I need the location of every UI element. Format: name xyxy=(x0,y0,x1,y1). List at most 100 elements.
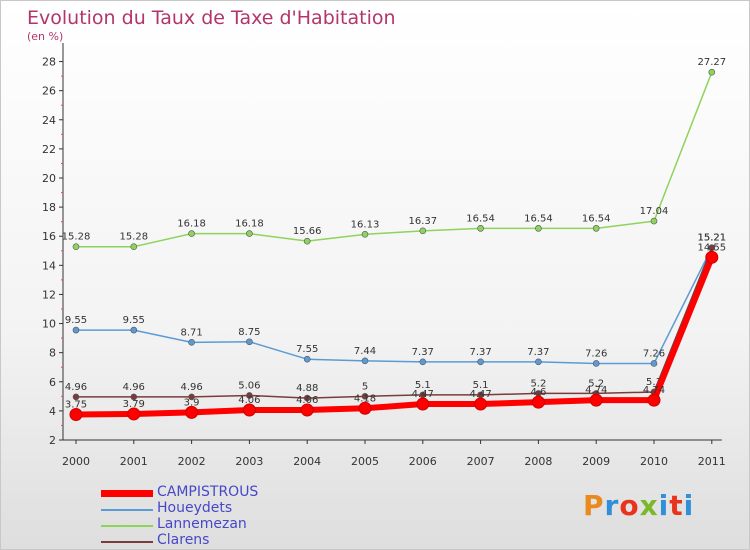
data-label-campistrous: 4.18 xyxy=(354,393,376,404)
y-tick-label: 2 xyxy=(49,434,56,447)
data-label-houeydets: 7.26 xyxy=(643,348,665,359)
data-label-campistrous: 3.75 xyxy=(65,400,87,411)
x-tick-label: 2007 xyxy=(467,455,495,468)
data-point-lannemezan xyxy=(246,230,253,237)
data-label-campistrous: 4.06 xyxy=(296,395,318,406)
series-line-clarens xyxy=(76,247,713,399)
data-point-campistrous xyxy=(705,250,719,264)
data-label-clarens: 5.1 xyxy=(473,380,489,391)
y-tick-label: 14 xyxy=(42,259,56,272)
data-label-clarens: 4.96 xyxy=(123,382,145,393)
data-label-lannemezan: 16.13 xyxy=(351,219,380,230)
series-line-lannemezan xyxy=(76,71,713,248)
chart-title: Evolution du Taux de Taxe d'Habitation xyxy=(27,7,396,29)
logo-letter: t xyxy=(669,489,684,522)
legend-swatch xyxy=(101,490,153,497)
data-label-clarens: 4.88 xyxy=(296,383,318,394)
data-label-campistrous: 14.55 xyxy=(697,242,726,253)
data-label-lannemezan: 15.66 xyxy=(293,226,322,237)
logo-letter: i xyxy=(683,489,695,522)
data-label-lannemezan: 16.54 xyxy=(524,213,553,224)
data-label-clarens: 4.96 xyxy=(180,382,202,393)
data-label-lannemezan: 16.18 xyxy=(235,219,264,230)
x-tick-label: 2005 xyxy=(351,455,379,468)
logo-letter: x xyxy=(639,489,659,522)
series-line-campistrous xyxy=(75,256,715,418)
data-label-campistrous: 4.6 xyxy=(530,387,546,398)
data-point-clarens xyxy=(246,392,253,399)
data-point-houeydets xyxy=(592,360,600,367)
data-label-houeydets: 7.26 xyxy=(585,348,607,359)
data-label-lannemezan: 15.28 xyxy=(119,232,148,243)
y-tick-label: 24 xyxy=(42,114,56,127)
data-point-campistrous xyxy=(416,397,430,411)
x-tick-label: 2004 xyxy=(293,455,321,468)
x-tick-label: 2011 xyxy=(698,455,726,468)
data-label-houeydets: 7.44 xyxy=(354,346,376,357)
data-point-campistrous xyxy=(474,397,488,411)
data-point-lannemezan xyxy=(592,225,600,232)
data-point-clarens xyxy=(72,393,80,401)
data-label-campistrous: 3.9 xyxy=(184,397,200,408)
chart-unit-label: (en %) xyxy=(27,30,64,43)
legend-swatch xyxy=(101,509,153,511)
y-tick-label: 12 xyxy=(42,288,56,301)
data-label-lannemezan: 27.27 xyxy=(697,57,726,68)
proxiti-logo: Proxiti xyxy=(583,489,694,522)
y-tick-label: 4 xyxy=(49,405,56,418)
data-label-houeydets: 7.37 xyxy=(469,347,491,358)
data-point-lannemezan xyxy=(303,237,311,245)
x-tick-label: 2003 xyxy=(235,455,263,468)
data-label-lannemezan: 16.54 xyxy=(582,213,611,224)
data-label-lannemezan: 15.28 xyxy=(62,232,91,243)
data-point-houeydets xyxy=(361,357,369,365)
data-point-campistrous xyxy=(647,393,661,407)
data-label-campistrous: 3.79 xyxy=(123,399,145,410)
legend-swatch xyxy=(101,541,153,543)
logo-letter: P xyxy=(583,489,605,522)
data-point-campistrous xyxy=(300,403,314,417)
x-tick-label: 2009 xyxy=(582,455,610,468)
data-label-houeydets: 7.55 xyxy=(296,344,318,355)
data-point-houeydets xyxy=(303,355,311,363)
logo-letter: r xyxy=(604,489,620,522)
data-point-houeydets xyxy=(188,339,195,346)
data-label-clarens: 15.21 xyxy=(697,233,726,244)
data-label-houeydets: 8.75 xyxy=(238,327,260,338)
data-point-campistrous xyxy=(69,408,83,422)
data-label-clarens: 5 xyxy=(362,381,368,392)
data-label-houeydets: 7.37 xyxy=(527,347,549,358)
data-point-lannemezan xyxy=(419,227,427,235)
data-point-houeydets xyxy=(650,360,658,367)
x-tick-label: 2006 xyxy=(409,455,437,468)
data-point-clarens xyxy=(130,393,138,401)
data-point-clarens xyxy=(303,394,311,402)
data-label-clarens: 5.2 xyxy=(530,378,546,389)
data-label-campistrous: 4.47 xyxy=(412,389,434,400)
data-point-lannemezan xyxy=(361,231,369,238)
data-label-lannemezan: 16.18 xyxy=(177,219,206,230)
y-tick-label: 28 xyxy=(42,56,56,69)
legend-swatch xyxy=(101,525,153,527)
x-tick-label: 2000 xyxy=(62,455,90,468)
data-point-lannemezan xyxy=(477,225,484,232)
y-tick-label: 18 xyxy=(42,201,56,214)
data-label-campistrous: 4.74 xyxy=(585,385,607,396)
data-label-lannemezan: 16.37 xyxy=(408,216,437,227)
data-label-lannemezan: 17.04 xyxy=(640,206,669,217)
y-tick-label: 20 xyxy=(42,172,56,185)
data-label-campistrous: 4.47 xyxy=(469,389,491,400)
data-label-clarens: 5.06 xyxy=(238,380,260,391)
x-tick-label: 2002 xyxy=(178,455,206,468)
y-tick-label: 8 xyxy=(49,347,56,360)
data-point-lannemezan xyxy=(650,217,658,225)
data-point-lannemezan xyxy=(72,243,80,251)
data-point-campistrous xyxy=(127,407,141,421)
series-line-houeydets xyxy=(76,247,713,365)
y-tick-label: 6 xyxy=(49,376,56,389)
data-label-campistrous: 4.74 xyxy=(643,385,665,396)
data-point-lannemezan xyxy=(188,230,195,237)
data-point-lannemezan xyxy=(535,225,542,232)
